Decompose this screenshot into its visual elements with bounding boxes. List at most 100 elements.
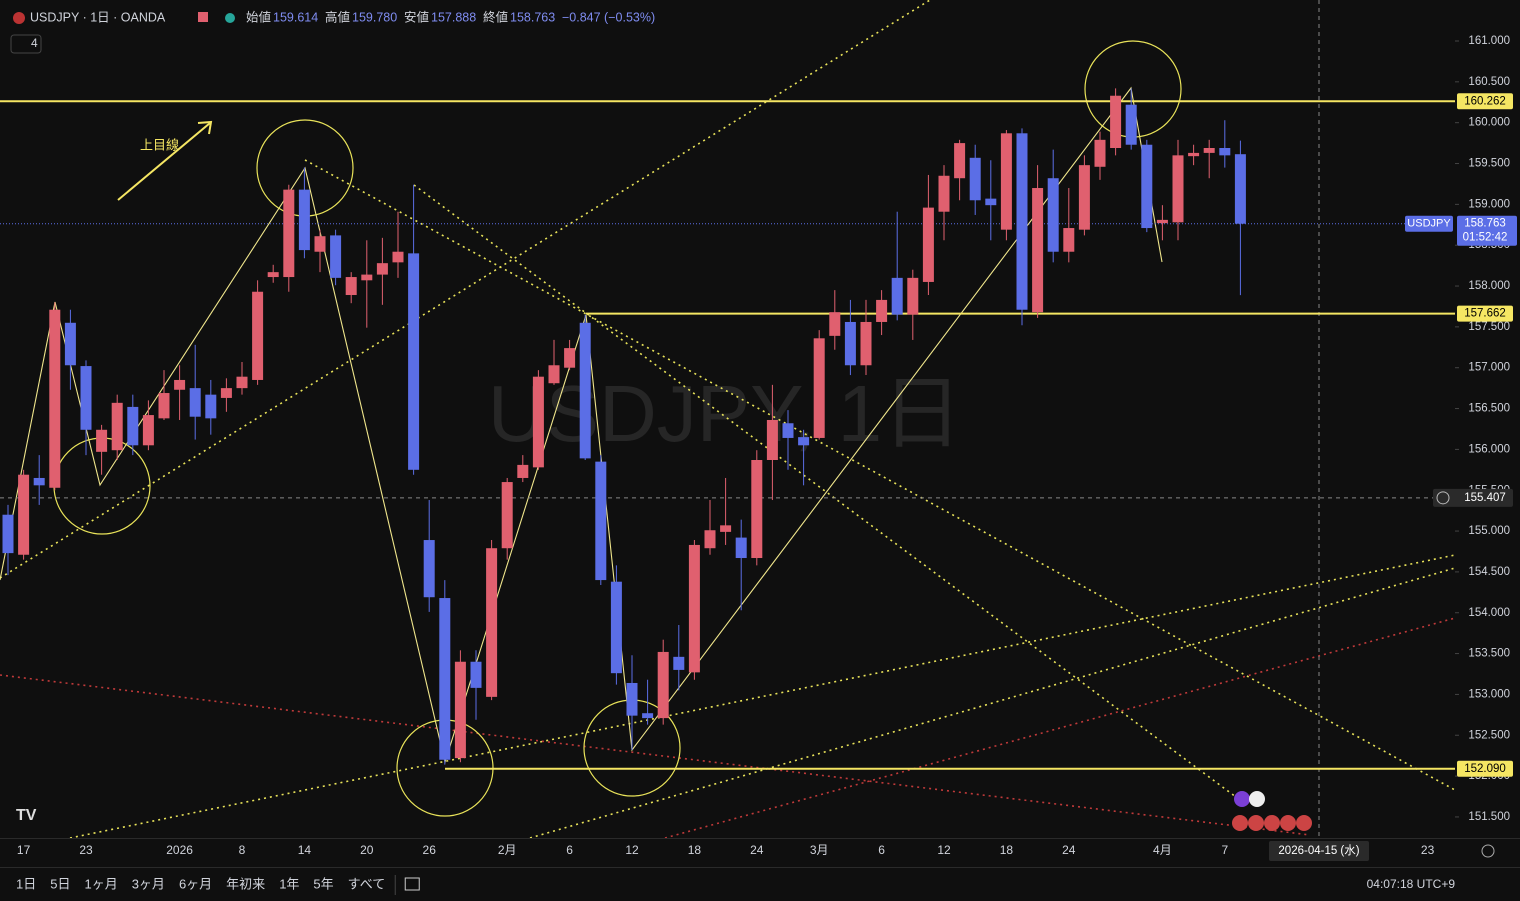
last-price-tag (1457, 215, 1517, 246)
trend-line (69, 554, 1456, 839)
y-tick-label: 154.000 (1468, 607, 1510, 619)
crosshair-plus[interactable] (1436, 491, 1450, 505)
range-button[interactable]: 年初来 (226, 876, 265, 891)
candle-body (673, 656, 685, 670)
candle-body (252, 291, 264, 380)
range-button[interactable]: 5日 (50, 876, 70, 891)
candle-body (938, 175, 950, 212)
candle-body (1188, 152, 1200, 157)
candle-body (361, 274, 373, 281)
x-tick-label: 6 (566, 843, 573, 857)
x-tick-label: 20 (360, 843, 374, 857)
range-button[interactable]: 1日 (16, 876, 36, 891)
countdown: 01:52:42 (1463, 232, 1508, 244)
y-tick-label: 159.000 (1468, 198, 1510, 210)
x-tick-label: 14 (298, 843, 312, 857)
candle-body (532, 376, 544, 468)
candle-body (922, 207, 934, 282)
candle-body (751, 460, 763, 559)
x-tick-label: 2月 (498, 843, 517, 857)
level-tag (1457, 760, 1513, 777)
high-value: 159.780 (352, 10, 397, 24)
flag (13, 12, 25, 24)
range-button[interactable]: すべて (348, 876, 386, 891)
candle-body (844, 321, 856, 366)
candle-body (283, 189, 295, 278)
high-label: 高値 (325, 9, 350, 24)
range-button[interactable]: 3ヶ月 (132, 876, 165, 891)
candle-body (220, 388, 232, 398)
trend-line (0, 0, 931, 579)
candle-body (688, 544, 700, 673)
candle-body (704, 530, 716, 549)
x-tick-label: 12 (937, 843, 951, 857)
candle-body (174, 379, 186, 390)
event-icon (1234, 791, 1250, 807)
symbol-tag-label: USDJPY (1407, 218, 1451, 230)
candle-body (1078, 165, 1090, 230)
candle-body (954, 143, 966, 179)
settings-icon[interactable] (1481, 844, 1495, 858)
candle-body (236, 376, 248, 389)
logo: TV (16, 807, 37, 824)
y-tick-label: 153.500 (1468, 648, 1510, 660)
candle-body (392, 251, 404, 263)
low-value: 157.888 (431, 10, 476, 24)
x-tick-label: 6 (878, 843, 885, 857)
y-tick-label: 159.500 (1468, 158, 1510, 170)
candle-body (517, 464, 529, 478)
candle-body (298, 189, 310, 251)
range-button[interactable]: 5年 (313, 876, 333, 891)
level-tag-label: 152.090 (1464, 763, 1506, 775)
candle-body (735, 537, 747, 559)
candle-body (1110, 95, 1122, 148)
symbol: USDJPY · 1日 · OANDA (30, 10, 166, 24)
candle-body (1203, 147, 1215, 153)
event-icon (1280, 815, 1296, 831)
range-button[interactable]: 6ヶ月 (179, 876, 212, 891)
date-range-icon[interactable] (404, 877, 420, 891)
candle-body (782, 423, 794, 438)
trend-line (0, 674, 1311, 836)
candle-body (33, 477, 45, 486)
y-tick-label: 155.000 (1468, 525, 1510, 537)
candle-body (891, 277, 903, 315)
candle-body (610, 581, 622, 674)
candle-body (985, 198, 997, 206)
candle-body (1156, 219, 1168, 224)
candle-body (64, 322, 76, 366)
candle-body (267, 272, 279, 278)
candle-body (1047, 178, 1059, 252)
candle-body (127, 406, 139, 446)
range-button[interactable]: 1ヶ月 (84, 876, 117, 891)
candle-body (142, 415, 154, 446)
event-icon (1296, 815, 1312, 831)
trend-line (529, 567, 1456, 839)
level-tag-label: 160.262 (1464, 95, 1506, 107)
candle-body (969, 157, 981, 201)
open-value: 159.614 (273, 10, 318, 24)
candle-body (1094, 139, 1106, 167)
x-tick-label: 23 (79, 843, 93, 857)
x-tick-label: 7 (1221, 843, 1228, 857)
indicator-count: 4 (31, 36, 38, 50)
x-tick-label: 3月 (810, 843, 829, 857)
event-icon (1264, 815, 1280, 831)
flag-icon (198, 12, 208, 22)
x-tick-label: 18 (1000, 843, 1014, 857)
open-label: 始値 (246, 9, 271, 24)
candle-body (813, 338, 825, 438)
candle-body (1000, 133, 1012, 230)
x-tick-label: 4月 (1153, 843, 1172, 857)
low-label: 安値 (404, 9, 429, 24)
indicator-toggle[interactable] (10, 34, 42, 54)
x-tick-label: 2026 (166, 843, 193, 857)
event-icon (1248, 815, 1264, 831)
candle-body (657, 651, 669, 719)
trend-line (413, 184, 1241, 801)
range-button[interactable]: 1年 (279, 876, 299, 891)
event-icon (1249, 791, 1265, 807)
crosshair-price-tag (1433, 488, 1513, 507)
y-tick-label: 156.000 (1468, 443, 1510, 455)
